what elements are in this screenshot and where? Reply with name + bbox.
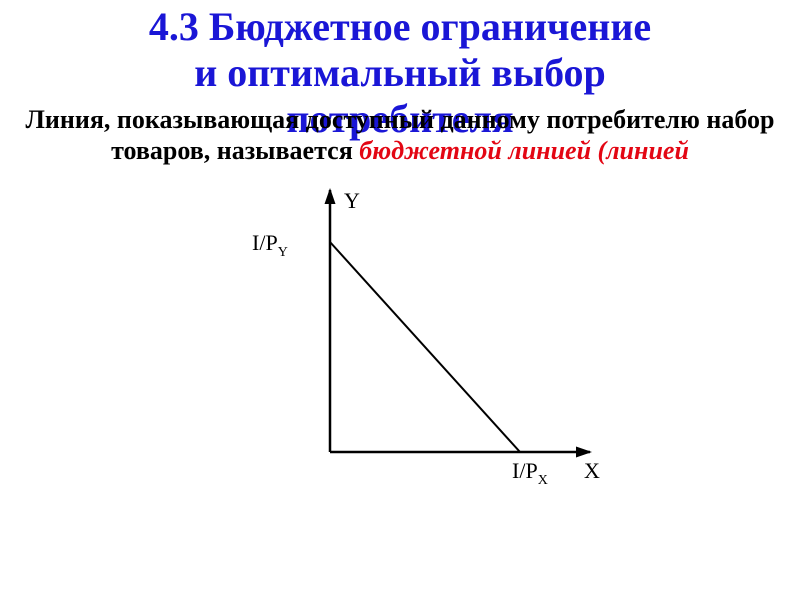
definition-text: Линия, показывающая доступный данному по…: [0, 104, 800, 166]
budget-line-svg: Y X I/PY I/PX: [190, 172, 610, 492]
definition-part-red: бюджетной линией (линией: [359, 136, 689, 165]
svg-text:Y: Y: [344, 188, 360, 213]
budget-line-chart: Y X I/PY I/PX: [0, 172, 800, 492]
svg-text:I/PY: I/PY: [252, 230, 288, 260]
svg-text:X: X: [584, 458, 600, 483]
title-line-2: и оптимальный выбор: [0, 50, 800, 96]
title-line-1: 4.3 Бюджетное ограничение: [0, 4, 800, 50]
svg-text:I/PX: I/PX: [512, 458, 548, 488]
